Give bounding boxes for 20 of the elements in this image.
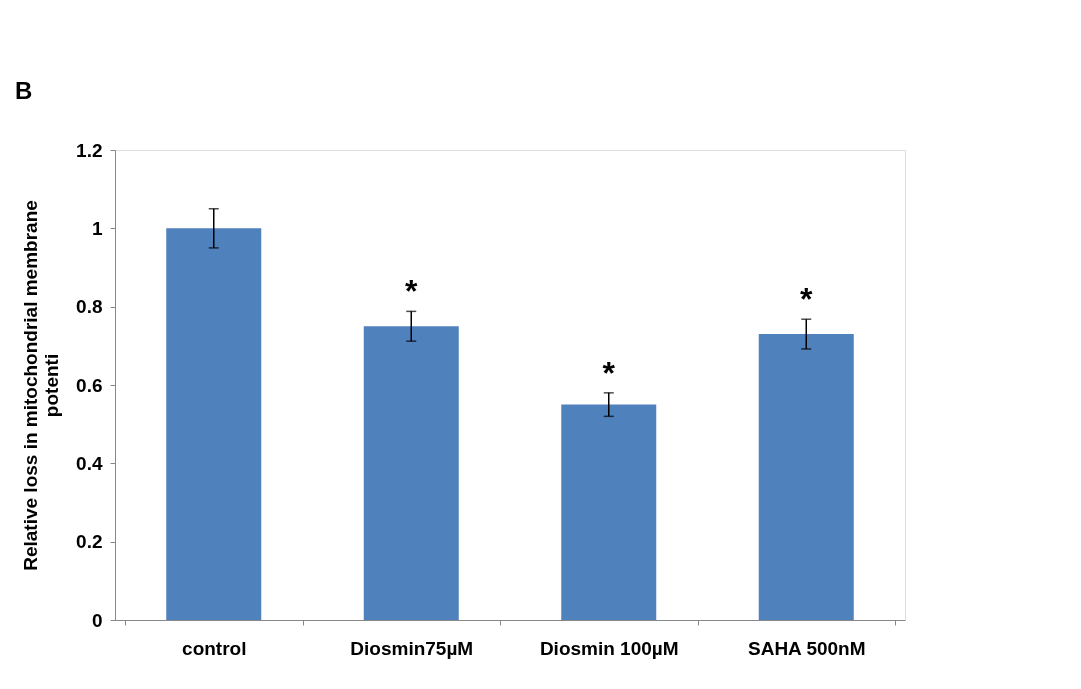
text: B [15, 77, 33, 104]
y-tick-label: 0.4 [76, 452, 103, 474]
x-tick-label: SAHA 500nM [747, 637, 866, 659]
annotation: * [602, 354, 616, 391]
bar [363, 326, 459, 620]
bar [561, 404, 657, 620]
y-tick-label: 0.6 [76, 374, 103, 396]
x-tick-label: control [182, 637, 247, 659]
bar [758, 334, 854, 620]
x-tick-label: Diosmin75µM [350, 637, 474, 659]
y-tick-label: 0.8 [76, 296, 103, 318]
x-tick-label: Diosmin 100µM [539, 637, 679, 659]
y-tick-label: 1.2 [76, 139, 103, 161]
y-tick-label: 1 [91, 217, 103, 239]
y-tick-label: 0.2 [76, 531, 103, 553]
annotation: * [800, 281, 814, 318]
annotation: * [405, 273, 419, 310]
y-tick-label: 0 [91, 609, 103, 631]
y-axis-title: Relative loss in mitochondrial membrane potenti [20, 200, 63, 571]
bar [166, 228, 262, 620]
